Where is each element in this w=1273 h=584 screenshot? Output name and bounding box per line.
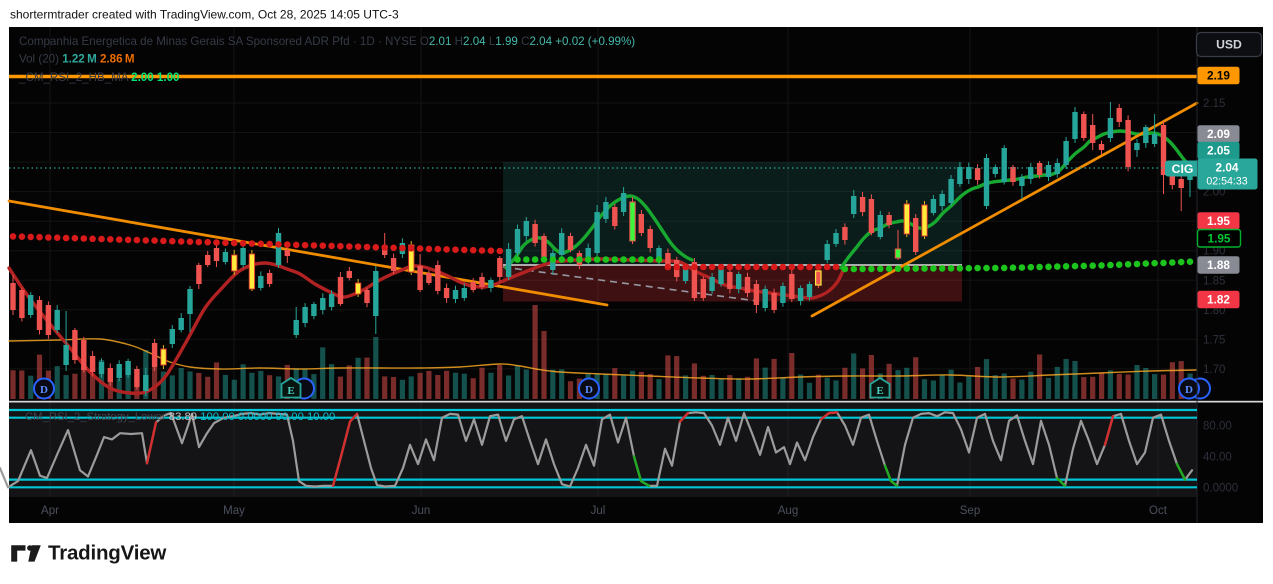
svg-text:D: D xyxy=(40,384,48,396)
svg-text:2.05: 2.05 xyxy=(1207,144,1230,158)
svg-text:1.95: 1.95 xyxy=(1208,232,1231,246)
svg-text:TradingView: TradingView xyxy=(48,542,166,565)
svg-text:D: D xyxy=(1185,384,1193,396)
svg-text:Companhia Energetica de Minas: Companhia Energetica de Minas Gerais SA … xyxy=(19,35,635,48)
svg-text:_CM_RSI_2_HB_MA 2.00 1.00: _CM_RSI_2_HB_MA 2.00 1.00 xyxy=(18,71,179,84)
svg-text:1.88: 1.88 xyxy=(1207,258,1230,272)
svg-text:1.90: 1.90 xyxy=(1203,246,1225,258)
svg-text:2.19: 2.19 xyxy=(1207,69,1230,83)
svg-text:02:54:33: 02:54:33 xyxy=(1206,176,1247,188)
svg-text:0.0000: 0.0000 xyxy=(1203,482,1238,494)
svg-text:1.95: 1.95 xyxy=(1207,214,1230,228)
svg-text:E: E xyxy=(287,385,294,397)
svg-text:USD: USD xyxy=(1216,38,1242,52)
svg-text:2.15: 2.15 xyxy=(1203,98,1225,110)
svg-text:1.75: 1.75 xyxy=(1203,334,1225,346)
svg-text:Jul: Jul xyxy=(591,505,606,517)
svg-text:40.00: 40.00 xyxy=(1203,451,1232,463)
svg-text:1.82: 1.82 xyxy=(1207,293,1230,307)
svg-text:CIG: CIG xyxy=(1172,162,1194,176)
svg-text:Vol (20) 1.22 M 2.86 M: Vol (20) 1.22 M 2.86 M xyxy=(19,53,135,66)
svg-text:Oct: Oct xyxy=(1149,505,1168,517)
svg-text:1.70: 1.70 xyxy=(1203,364,1225,376)
svg-text:shortermtrader created with Tr: shortermtrader created with TradingView.… xyxy=(10,7,399,21)
svg-text:D: D xyxy=(585,384,593,396)
svg-text:CM_RSI_2_Strategy_Lower 83.89: CM_RSI_2_Strategy_Lower 83.89 100.00 0.0… xyxy=(25,411,335,423)
svg-text:Apr: Apr xyxy=(41,505,59,517)
svg-text:80.00: 80.00 xyxy=(1203,421,1232,433)
svg-text:2.09: 2.09 xyxy=(1207,127,1230,141)
svg-text:Sep: Sep xyxy=(960,505,980,517)
svg-text:2.04: 2.04 xyxy=(1216,161,1239,175)
svg-text:May: May xyxy=(223,505,245,517)
svg-text:E: E xyxy=(876,385,883,397)
svg-text:Aug: Aug xyxy=(778,505,798,517)
svg-text:Jun: Jun xyxy=(412,505,431,517)
svg-text:2.00: 2.00 xyxy=(1203,187,1225,199)
svg-text:1.85: 1.85 xyxy=(1203,275,1225,287)
